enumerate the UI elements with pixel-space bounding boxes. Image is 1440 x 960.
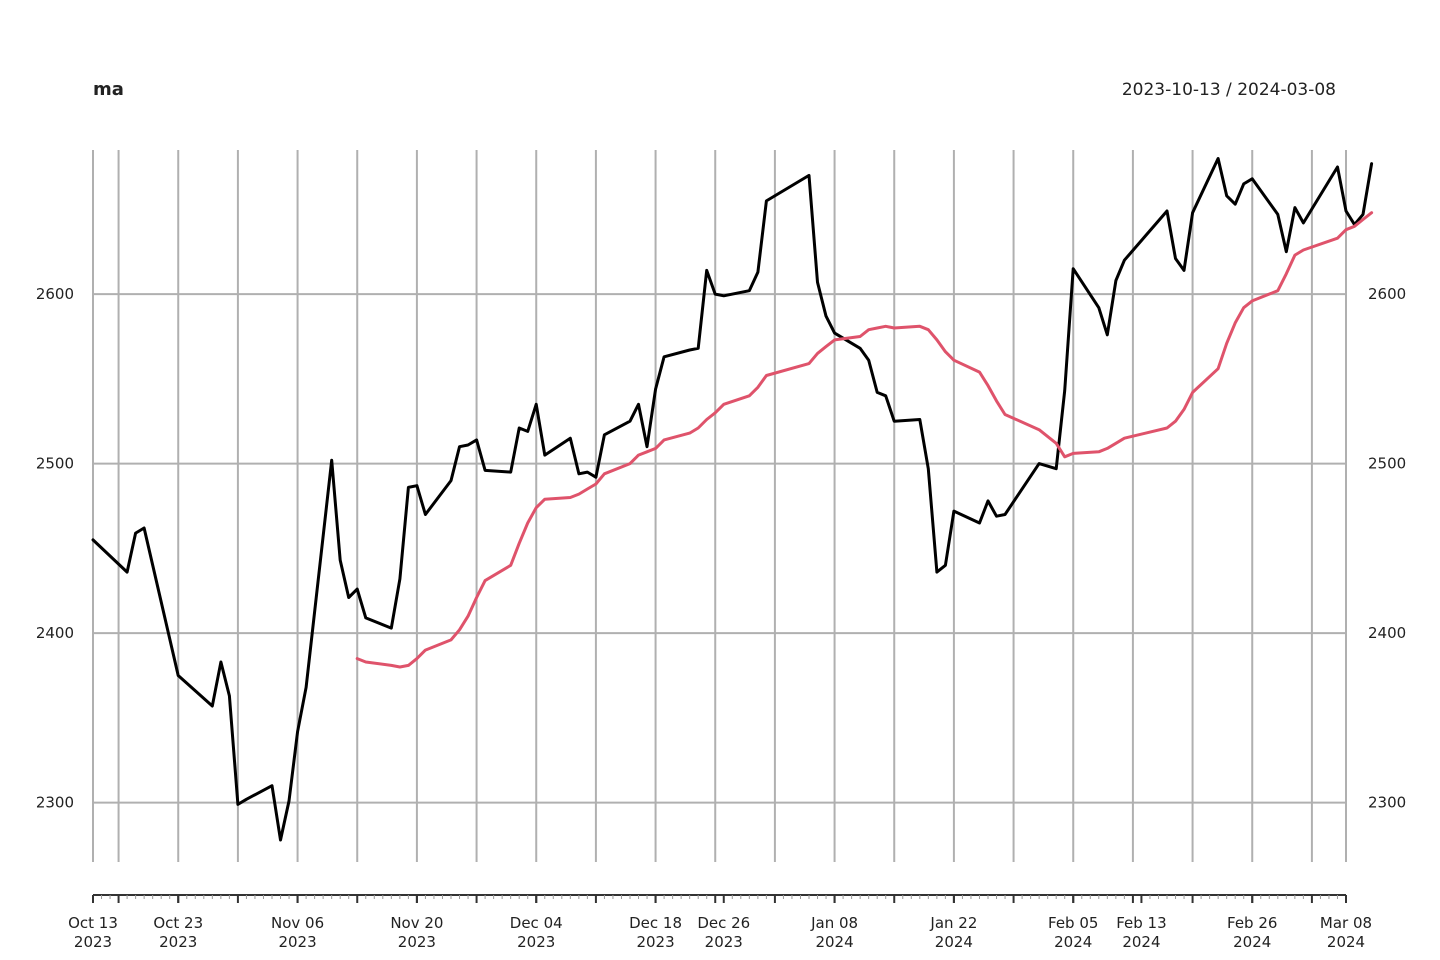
date-range-label: 2023-10-13 / 2024-03-08: [1121, 80, 1336, 100]
x-tick-label-year: 2024: [935, 933, 973, 951]
y-tick-label-left: 2300: [36, 794, 74, 812]
x-tick-label: Jan 08: [810, 914, 858, 932]
x-tick-label-year: 2024: [815, 933, 853, 951]
x-tick-label-year: 2023: [278, 933, 316, 951]
x-tick-label-year: 2023: [517, 933, 555, 951]
series-layer: [91, 157, 1374, 842]
x-tick-label: Dec 18: [629, 914, 682, 932]
x-tick-label: Oct 23: [153, 914, 203, 932]
y-tick-label-right: 2400: [1368, 624, 1406, 642]
x-tick-label-year: 2024: [1054, 933, 1092, 951]
series-line-2: [355, 211, 1374, 669]
x-tick-label: Feb 05: [1048, 914, 1098, 932]
x-tick-label: Mar 08: [1320, 914, 1372, 932]
series-line-1: [91, 157, 1374, 842]
y-tick-label-left: 2600: [36, 285, 74, 303]
x-tick-label-year: 2024: [1233, 933, 1271, 951]
x-tick-label-year: 2023: [398, 933, 436, 951]
x-tick-label: Jan 22: [929, 914, 977, 932]
x-tick-label-year: 2023: [74, 933, 112, 951]
x-tick-label-year: 2023: [636, 933, 674, 951]
x-tick-label-year: 2024: [1327, 933, 1365, 951]
x-tick-label-year: 2023: [159, 933, 197, 951]
x-tick-label: Dec 04: [510, 914, 563, 932]
x-tick-label-year: 2024: [1122, 933, 1160, 951]
x-tick-label: Nov 06: [271, 914, 324, 932]
y-tick-label-right: 2500: [1368, 455, 1406, 473]
y-tick-label-left: 2500: [36, 455, 74, 473]
x-tick-label: Feb 26: [1227, 914, 1277, 932]
x-tick-label: Oct 13: [68, 914, 118, 932]
x-tick-label: Nov 20: [390, 914, 443, 932]
y-tick-label-right: 2300: [1368, 794, 1406, 812]
chart-title: ma: [93, 79, 124, 100]
x-tick-label: Feb 13: [1116, 914, 1166, 932]
x-tick-label: Dec 26: [697, 914, 750, 932]
y-tick-label-left: 2400: [36, 624, 74, 642]
y-tick-label-right: 2600: [1368, 285, 1406, 303]
grid-layer: [92, 150, 1347, 862]
x-tick-label-year: 2023: [705, 933, 743, 951]
